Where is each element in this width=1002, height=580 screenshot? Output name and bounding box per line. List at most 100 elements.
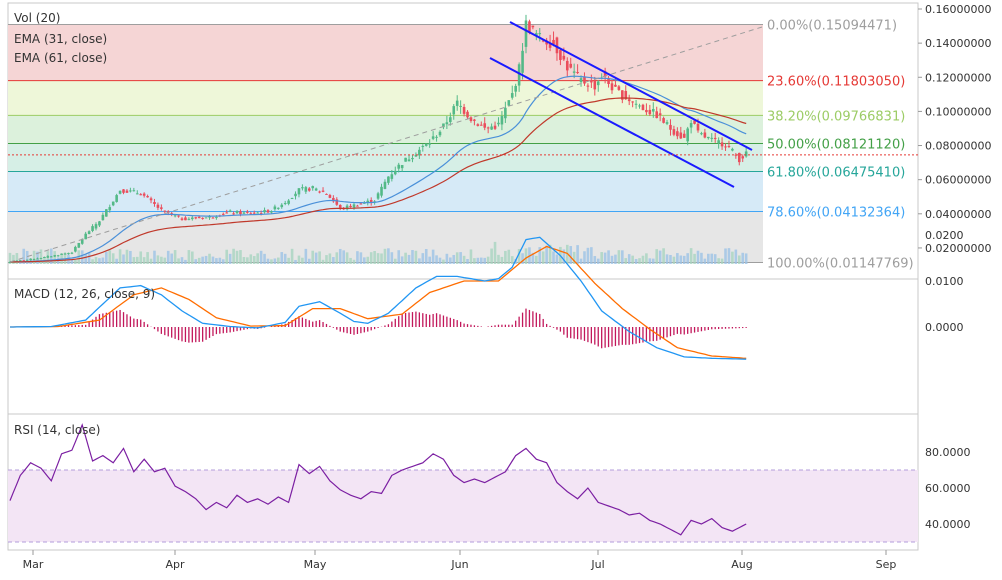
candle bbox=[707, 136, 710, 140]
candle bbox=[586, 83, 590, 92]
candle bbox=[455, 95, 459, 111]
candle bbox=[115, 193, 118, 203]
volume-bar bbox=[101, 257, 105, 264]
volume-bar bbox=[242, 257, 246, 264]
volume-bar bbox=[552, 251, 555, 264]
candle bbox=[46, 255, 50, 259]
price-axis: 0.16000000 0.14000000 0.12000000 0.10000000… bbox=[8, 3, 991, 255]
volume-bar bbox=[115, 258, 118, 264]
volume-bar bbox=[672, 256, 676, 264]
rsi-band bbox=[8, 470, 918, 542]
candle bbox=[273, 204, 277, 211]
candle bbox=[235, 210, 239, 215]
volume-bar bbox=[538, 247, 542, 264]
candle bbox=[160, 204, 163, 211]
candle bbox=[614, 77, 617, 87]
candle bbox=[610, 80, 614, 94]
candle bbox=[290, 197, 294, 200]
drawings[interactable] bbox=[9, 21, 763, 263]
volume-bar bbox=[105, 251, 108, 264]
candle bbox=[414, 152, 418, 157]
candle bbox=[63, 252, 67, 255]
candle bbox=[263, 207, 266, 214]
volume-bar bbox=[191, 251, 194, 264]
candle bbox=[493, 121, 497, 131]
candle bbox=[479, 121, 483, 126]
candle bbox=[459, 100, 462, 114]
volume-bar bbox=[287, 257, 290, 264]
candle bbox=[665, 119, 669, 126]
volume-bar bbox=[80, 250, 84, 264]
fibonacci-bands bbox=[8, 23, 763, 263]
candle bbox=[490, 123, 493, 130]
volume-bar bbox=[84, 254, 87, 264]
volume-bar bbox=[431, 249, 435, 264]
candle bbox=[411, 155, 414, 163]
price-tick-label-5: 0.06000000 bbox=[925, 174, 991, 187]
volume-bar bbox=[39, 249, 43, 264]
volume-bar bbox=[576, 245, 579, 264]
volume-bar bbox=[125, 249, 129, 264]
price-tick-label-4: 0.08000000 bbox=[925, 140, 991, 153]
volume-bar bbox=[676, 253, 679, 264]
volume-bar bbox=[435, 255, 438, 264]
ema61-legend: EMA (61, close) bbox=[14, 51, 107, 65]
volume-bar bbox=[438, 257, 442, 264]
volume-bar bbox=[548, 244, 552, 264]
volume-bar bbox=[252, 256, 256, 264]
volume-bar bbox=[610, 255, 614, 264]
volume-bar bbox=[98, 258, 101, 264]
volume-bar bbox=[53, 251, 57, 264]
volume-bar bbox=[218, 257, 222, 264]
candle bbox=[56, 254, 60, 257]
candle bbox=[204, 217, 208, 219]
candle bbox=[332, 195, 335, 203]
macd-tick-label-1: 0.0100 bbox=[925, 275, 964, 288]
volume-bar bbox=[617, 250, 621, 264]
candle bbox=[672, 125, 676, 137]
channel-lower-line[interactable] bbox=[489, 57, 735, 188]
volume-bar bbox=[555, 254, 559, 264]
volume-bar bbox=[307, 258, 311, 264]
candle bbox=[246, 209, 249, 214]
volume-bar bbox=[679, 255, 683, 264]
volume-bar bbox=[352, 259, 356, 264]
volume-bar bbox=[669, 254, 672, 264]
volume-bar bbox=[232, 248, 235, 264]
volume-bar bbox=[70, 258, 74, 264]
volume-bar bbox=[535, 255, 538, 264]
volume-bar bbox=[283, 253, 287, 264]
candle bbox=[32, 258, 36, 261]
volume-bar bbox=[583, 251, 586, 264]
candle bbox=[98, 220, 101, 228]
candle bbox=[517, 62, 521, 92]
volume-bar bbox=[452, 254, 456, 264]
volume-bar bbox=[356, 251, 359, 264]
candle bbox=[60, 253, 63, 255]
candle bbox=[94, 222, 98, 231]
volume-bar bbox=[473, 258, 476, 264]
rsi-tick-label-1: 60.0000 bbox=[925, 482, 971, 495]
candle bbox=[621, 90, 624, 104]
candle bbox=[221, 212, 225, 216]
volume-bar bbox=[562, 249, 566, 264]
volume-bar bbox=[74, 259, 77, 264]
volume-bar bbox=[572, 251, 576, 264]
volume-bar bbox=[497, 254, 500, 264]
fib-label-4: 61.80%(0.06475410) bbox=[767, 166, 905, 181]
channel-upper-line[interactable] bbox=[509, 21, 753, 151]
candle bbox=[187, 217, 191, 221]
volume-bar bbox=[390, 252, 394, 264]
candle bbox=[390, 170, 394, 182]
candle bbox=[70, 251, 74, 255]
candle bbox=[521, 43, 524, 80]
candle bbox=[627, 94, 631, 106]
volume-bar bbox=[328, 253, 332, 264]
volume-bar bbox=[600, 252, 603, 264]
volume-bar bbox=[700, 252, 703, 264]
candle bbox=[283, 200, 287, 206]
candle bbox=[686, 126, 689, 146]
candle bbox=[242, 210, 246, 215]
